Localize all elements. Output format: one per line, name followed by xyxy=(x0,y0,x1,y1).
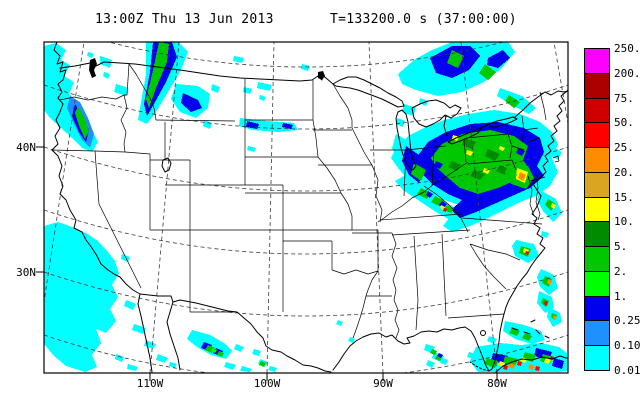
colorbar-swatch-azure xyxy=(584,320,610,347)
baja-california xyxy=(137,293,153,373)
precip-canada xyxy=(398,42,536,116)
florida-keys xyxy=(469,361,490,372)
precip-florida xyxy=(467,321,568,372)
colorbar-level-label: 20. xyxy=(614,165,634,179)
precip-atlantic xyxy=(512,231,562,327)
colorbar-swatch-medium_red xyxy=(584,97,610,124)
precipitation-layer xyxy=(44,42,568,372)
graticule-layer xyxy=(44,42,568,373)
colorbar-level-label: 200. xyxy=(614,66,640,80)
canada-border xyxy=(59,61,334,85)
precip-pacific-offshore xyxy=(44,222,177,372)
cuba-coast xyxy=(495,355,568,373)
geography-layer xyxy=(51,42,568,373)
plot-valid-time: 13:00Z Thu 13 Jun 2013 xyxy=(95,12,274,27)
plot-forecast-time: T=133200.0 s (37:00:00) xyxy=(330,12,517,27)
axis-ticks xyxy=(36,146,498,381)
colorbar-swatch-yellow xyxy=(584,196,610,223)
lon-label-100w: 100W xyxy=(253,377,281,390)
colorbar-swatch-dark_red xyxy=(584,72,610,99)
precip-nj-coast-cell xyxy=(505,162,534,189)
lat-label-30n: 30N xyxy=(16,266,36,279)
lon-label-80w: 80W xyxy=(487,377,507,390)
lake-ontario xyxy=(488,116,518,128)
precip-southern-plains xyxy=(187,330,277,372)
colorbar-swatch-gold xyxy=(584,171,610,198)
colorbar-swatch-bright_green xyxy=(584,270,610,297)
precip-dakotas xyxy=(233,56,310,152)
colorbar-level-label: 50. xyxy=(614,116,634,130)
lake-michigan xyxy=(395,109,417,171)
puget-sound xyxy=(89,58,97,78)
colorbar-level-label: 75. xyxy=(614,91,634,105)
lon-label-90w: 90W xyxy=(373,377,393,390)
lon-label-110w: 110W xyxy=(136,377,164,390)
lake-superior xyxy=(332,76,405,108)
colorbar-level-label: 2. xyxy=(614,264,628,278)
colorbar-level-label: 5. xyxy=(614,240,628,254)
colorbar-level-label: 15. xyxy=(614,190,634,204)
colorbar-swatch-blue xyxy=(584,295,610,322)
colorbar-swatch-green xyxy=(584,246,610,272)
colorbar-level-label: 250. xyxy=(614,42,640,55)
gulf-east-coastline xyxy=(332,89,568,372)
map-frame xyxy=(43,41,569,374)
lake-huron xyxy=(411,99,462,128)
colorbar-level-label: 0.25 xyxy=(614,314,640,328)
colorbar-swatch-dark_green xyxy=(584,221,610,248)
lat-label-40n: 40N xyxy=(16,141,36,154)
lake-of-the-woods xyxy=(318,71,325,80)
mexico-border xyxy=(139,293,332,373)
colorbar-swatch-orange xyxy=(584,147,610,173)
lake-erie xyxy=(447,126,483,145)
colorbar-swatch-red xyxy=(584,122,610,149)
precip-gulf xyxy=(336,320,448,368)
colorbar-level-label: 10. xyxy=(614,215,634,229)
colorbar-level-label: 1. xyxy=(614,289,628,303)
lake-okeechobee xyxy=(480,330,486,336)
precip-pacific-northwest xyxy=(44,43,128,152)
st-lawrence-border xyxy=(514,90,568,118)
west-coastline xyxy=(51,42,141,295)
colorbar-swatch-magenta xyxy=(584,48,610,74)
bahamas-islands xyxy=(511,319,550,339)
colorbar-swatch-cyan xyxy=(584,345,610,371)
colorbar-level-label: 0.01 xyxy=(614,364,640,377)
precip-northern-rockies xyxy=(138,42,220,129)
great-salt-lake xyxy=(161,157,172,173)
colorbar-level-label: 25. xyxy=(614,141,634,155)
colorbar-level-label: 0.10 xyxy=(614,339,640,353)
state-boundaries xyxy=(51,63,560,339)
